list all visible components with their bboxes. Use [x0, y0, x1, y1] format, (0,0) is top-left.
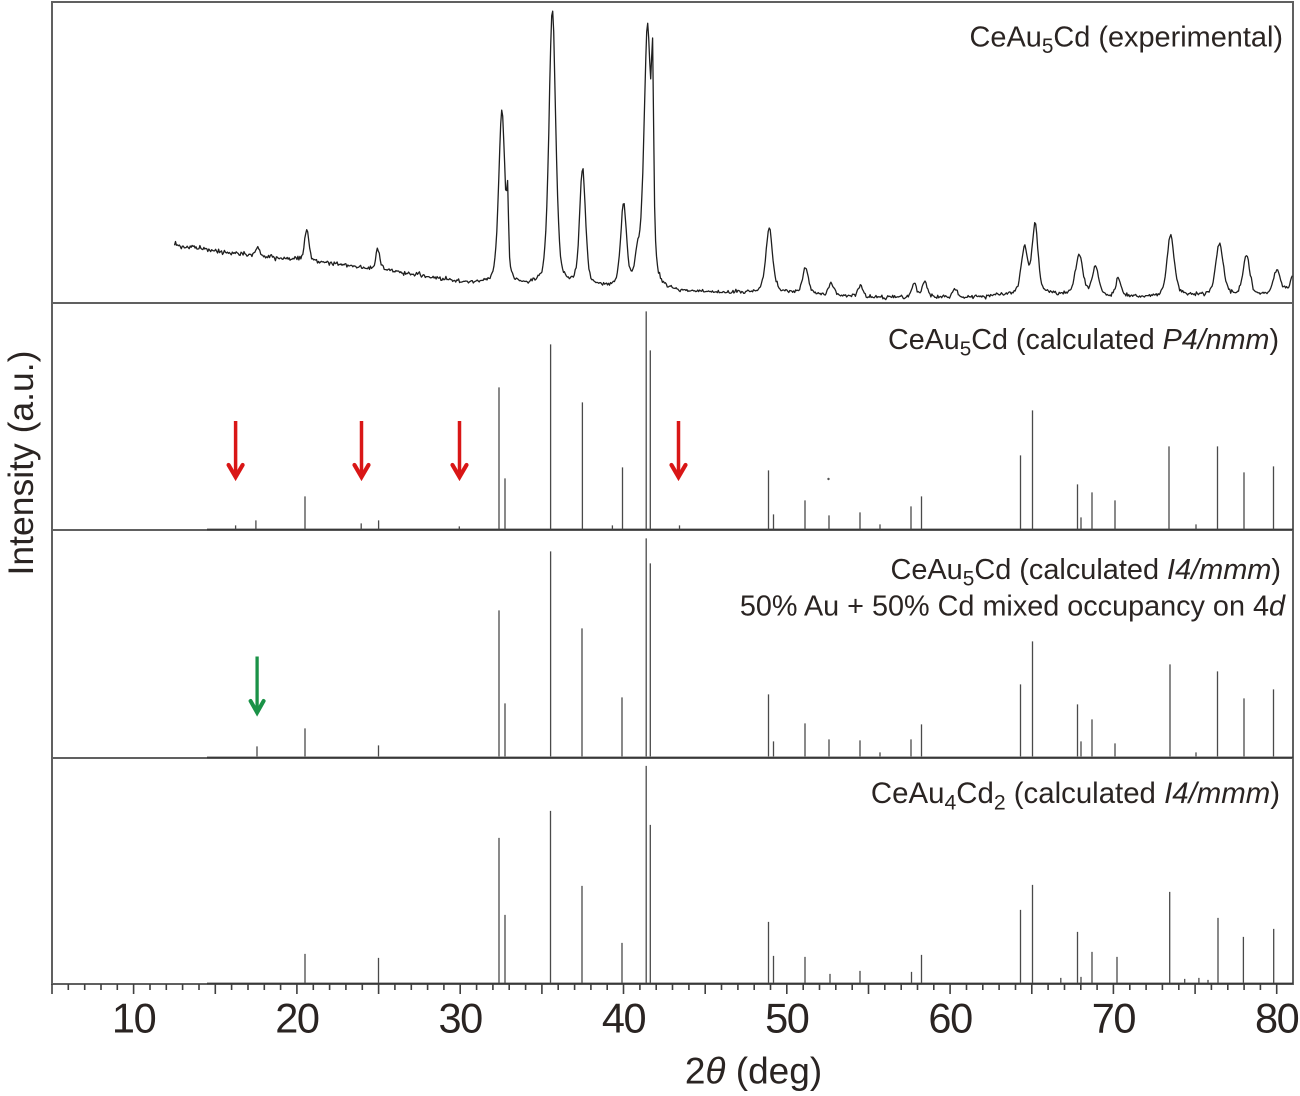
svg-text:2θ (deg): 2θ (deg) — [685, 1051, 822, 1092]
svg-text:10: 10 — [112, 995, 156, 1042]
svg-text:60: 60 — [928, 995, 972, 1042]
svg-text:CeAu5​Cd (calculated P4/nmm): CeAu5​Cd (calculated P4/nmm) — [888, 324, 1279, 360]
svg-text:30: 30 — [439, 995, 483, 1042]
svg-text:50% Au + 50% Cd mixed occupanc: 50% Au + 50% Cd mixed occupancy on 4d — [740, 591, 1286, 623]
svg-text:70: 70 — [1092, 995, 1136, 1042]
svg-text:CeAu5​Cd (experimental): CeAu5​Cd (experimental) — [970, 22, 1283, 58]
svg-text:Intensity (a.u.): Intensity (a.u.) — [1, 351, 41, 576]
svg-text:CeAu4​Cd2​ (calculated I4/mmm): CeAu4​Cd2​ (calculated I4/mmm) — [871, 777, 1280, 814]
svg-text:40: 40 — [602, 995, 646, 1042]
svg-text:20: 20 — [275, 995, 319, 1042]
svg-text:80: 80 — [1255, 995, 1299, 1042]
svg-text:CeAu5​Cd (calculated I4/mmm): CeAu5​Cd (calculated I4/mmm) — [890, 554, 1281, 590]
svg-text:50: 50 — [765, 995, 809, 1042]
